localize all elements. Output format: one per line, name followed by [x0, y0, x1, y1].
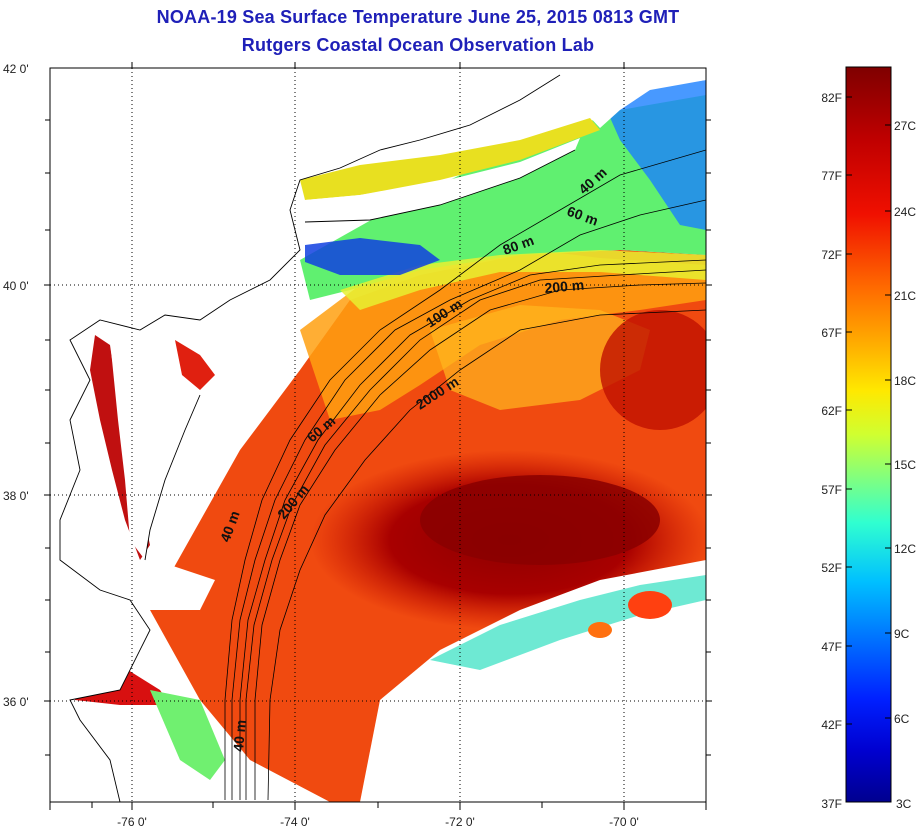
land-long-island: [305, 138, 580, 222]
colorbar-c-21: 21C: [894, 289, 916, 303]
cool-shelf-yellow: [340, 250, 706, 310]
isobath-label-200m-north: 200 m: [544, 277, 585, 296]
warm-east-patch: [600, 310, 706, 430]
lat-label-40: 40 0': [3, 279, 29, 293]
isobath-200m: [254, 282, 706, 800]
colorbar-f-52: 52F: [821, 561, 842, 575]
land-cape-cod: [560, 68, 706, 128]
isobath-label-40m-south: 40 m: [230, 719, 249, 752]
lon-label-76: -76 0': [117, 815, 147, 829]
pamlico-sound-green: [150, 690, 225, 780]
isobath-60m: [231, 199, 706, 800]
delaware-bay: [175, 340, 215, 390]
isobath-40m: [224, 149, 706, 800]
colorbar-c-6: 6C: [894, 712, 910, 726]
cold-blue-water-ny-bight: [305, 238, 440, 275]
colorbar-f-82: 82F: [821, 91, 842, 105]
coastline-delmarva: [144, 394, 201, 561]
lon-label-70: -70 0': [609, 815, 639, 829]
map-imagery: [50, 68, 706, 802]
isobath-2000m: [267, 309, 706, 801]
isobath-100m: [245, 269, 706, 800]
lat-label-38: 38 0': [3, 489, 29, 503]
colorbar-c-15: 15C: [894, 458, 916, 472]
map-title: NOAA-19 Sea Surface Temperature June 25,…: [156, 7, 680, 27]
map-subtitle: Rutgers Coastal Ocean Observation Lab: [241, 35, 595, 55]
axis-ticks: [44, 62, 712, 810]
coastline: [59, 74, 561, 802]
temperature-colorbar: 82F 77F 72F 67F 62F 57F 52F 47F 42F 37F …: [821, 66, 916, 811]
lat-label-42: 42 0': [3, 62, 29, 76]
colorbar-f-57: 57F: [821, 483, 842, 497]
gulf-stream-core-inner: [420, 475, 660, 565]
graticule: [50, 68, 706, 802]
lon-label-74: -74 0': [280, 815, 310, 829]
colorbar-f-77: 77F: [821, 169, 842, 183]
long-island-sound-water: [300, 118, 600, 200]
colorbar-f-37: 37F: [821, 797, 842, 811]
colorbar-c-27: 27C: [894, 119, 916, 133]
colorbar-f-62: 62F: [821, 404, 842, 418]
colorbar-c-9: 9C: [894, 627, 910, 641]
colorbar-f-67: 67F: [821, 326, 842, 340]
cloud-patch-cape-hatteras: [115, 565, 215, 610]
colorbar-ticks: [846, 96, 891, 725]
land-mid-atlantic: [50, 68, 560, 802]
isobath-80m: [239, 259, 706, 800]
mid-ocean-yellow-patch: [430, 305, 650, 410]
colorbar-f-47: 47F: [821, 640, 842, 654]
colorbar-c-12: 12C: [894, 542, 916, 556]
cold-blue-water-ne: [600, 80, 706, 230]
colorbar-f-42: 42F: [821, 718, 842, 732]
warm-cloud-edge-patch: [628, 591, 672, 619]
colorbar-f-72: 72F: [821, 248, 842, 262]
colorbar-c-18: 18C: [894, 374, 916, 388]
isobath-contours: [224, 149, 706, 801]
coastline-long-island: [304, 149, 576, 223]
lon-label-72: -72 0': [445, 815, 475, 829]
colorbar-gradient: [845, 66, 892, 803]
lat-label-36: 36 0': [3, 695, 29, 709]
colorbar-c-3: 3C: [896, 797, 912, 811]
warm-cloud-edge-patch-2: [588, 622, 612, 638]
colorbar-c-24: 24C: [894, 205, 916, 219]
